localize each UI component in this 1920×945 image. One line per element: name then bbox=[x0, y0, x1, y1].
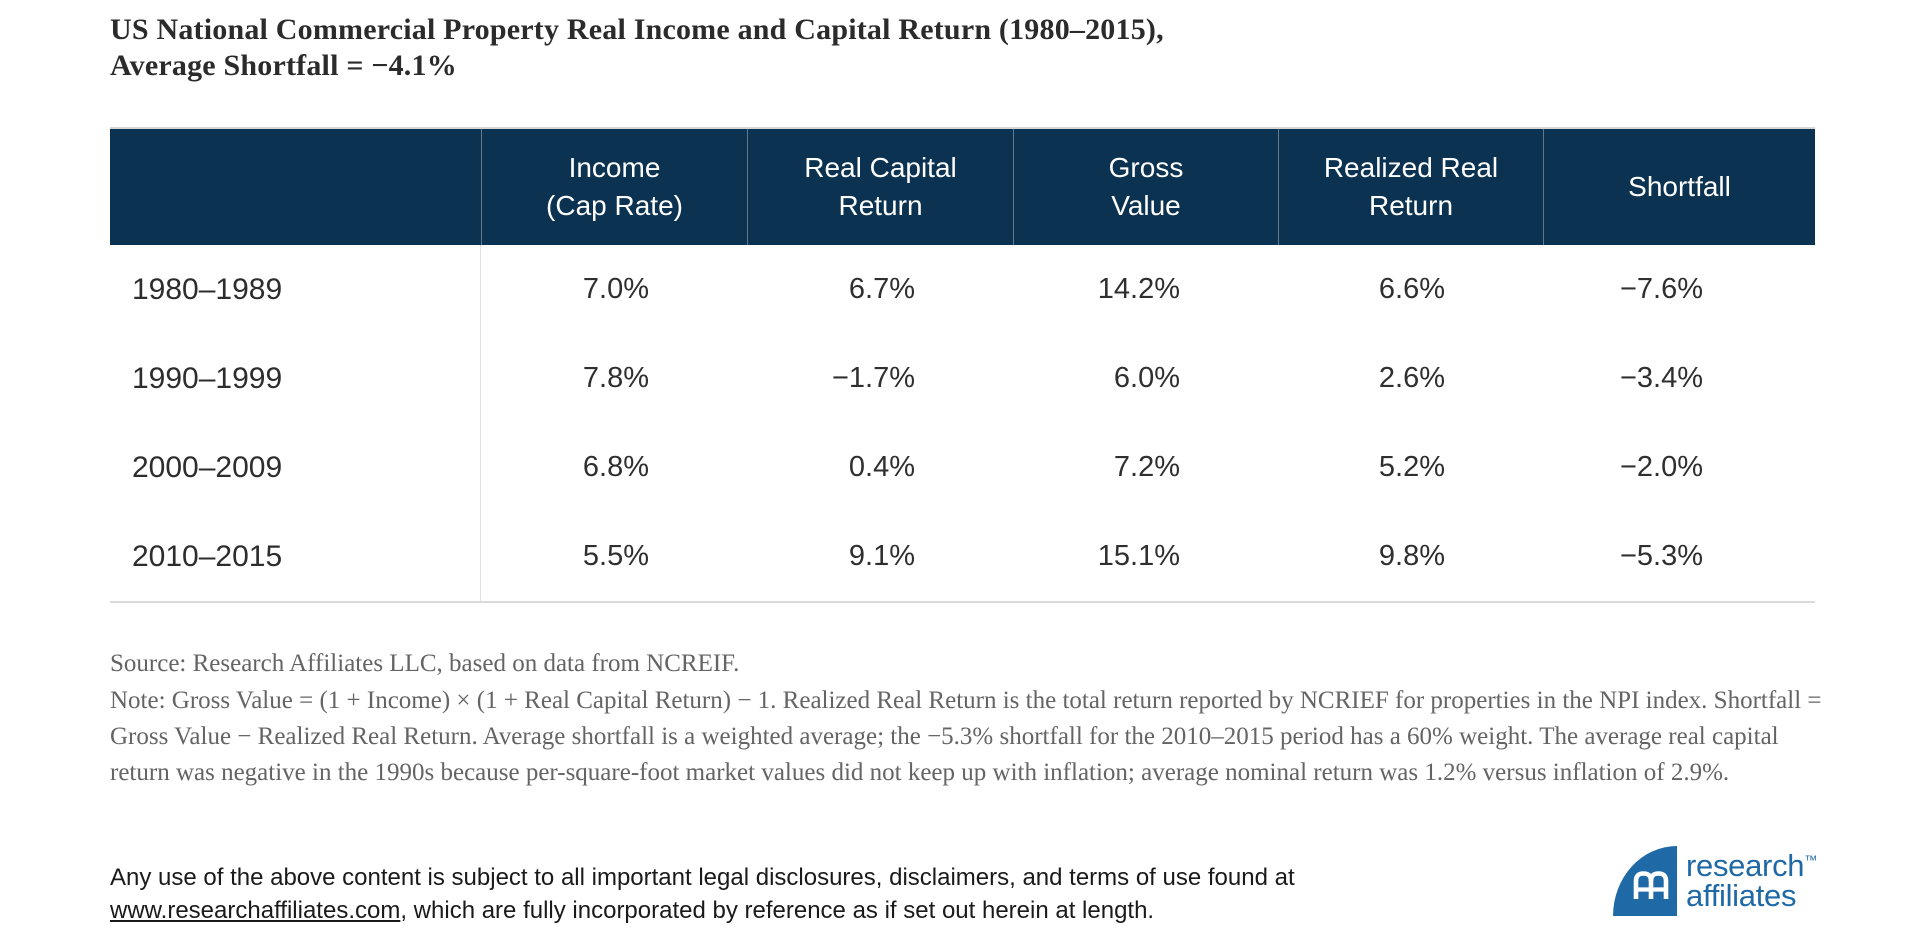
trademark-symbol: ™ bbox=[1804, 852, 1817, 868]
header-cell-realized-real-return: Realized Real Return bbox=[1278, 129, 1543, 245]
cell-real-capital-return-1990s: −1.7% bbox=[831, 362, 915, 394]
header-cell-income-cap-rate: Income (Cap Rate) bbox=[481, 129, 747, 245]
cell-gross-value-2010s: 15.1% bbox=[1097, 540, 1180, 572]
cell-income-2010s: 5.5% bbox=[582, 540, 649, 572]
cell-realized-real-return-2000s: 5.2% bbox=[1378, 451, 1445, 483]
row-label-1990s: 1990–1999 bbox=[110, 334, 481, 423]
table-row-2010s: 2010–2015 5.5% 9.1% 15.1% 9.8% −5.3% bbox=[110, 512, 1815, 601]
header-cell-shortfall: Shortfall bbox=[1543, 129, 1815, 245]
brand-line1: research bbox=[1686, 848, 1805, 883]
legal-link[interactable]: www.researchaffiliates.com bbox=[110, 897, 401, 924]
cell-income-2000s: 6.8% bbox=[582, 451, 649, 483]
cell-real-capital-return-1980s: 6.7% bbox=[848, 273, 915, 305]
header-cell-gross-value: Gross Value bbox=[1013, 129, 1278, 245]
row-label-1980s: 1980–1989 bbox=[110, 245, 481, 334]
cell-shortfall-2010s: −5.3% bbox=[1619, 540, 1703, 572]
cell-realized-real-return-2010s: 9.8% bbox=[1378, 540, 1445, 572]
cell-gross-value-1990s: 6.0% bbox=[1113, 362, 1180, 394]
table-header-row: Income (Cap Rate) Real Capital Return Gr… bbox=[110, 127, 1815, 245]
cell-shortfall-1990s: −3.4% bbox=[1619, 362, 1703, 394]
methodology-note: Note: Gross Value = (1 + Income) × (1 + … bbox=[110, 687, 1822, 786]
cell-income-1990s: 7.8% bbox=[582, 362, 649, 394]
table-row-1990s: 1990–1999 7.8% −1.7% 6.0% 2.6% −3.4% bbox=[110, 334, 1815, 423]
page-title-line1: US National Commercial Property Real Inc… bbox=[110, 13, 1164, 46]
footnotes: Source: Research Affiliates LLC, based o… bbox=[110, 646, 1822, 791]
cell-shortfall-2000s: −2.0% bbox=[1619, 451, 1703, 483]
page-title-line2: Average Shortfall = −4.1% bbox=[110, 49, 457, 82]
cell-real-capital-return-2010s: 9.1% bbox=[848, 540, 915, 572]
table-row-2000s: 2000–2009 6.8% 0.4% 7.2% 5.2% −2.0% bbox=[110, 423, 1815, 512]
brand-line2: affiliates bbox=[1686, 878, 1797, 913]
table-row-1980s: 1980–1989 7.0% 6.7% 14.2% 6.6% −7.6% bbox=[110, 245, 1815, 334]
header-cell-empty bbox=[110, 129, 481, 245]
cell-realized-real-return-1980s: 6.6% bbox=[1378, 273, 1445, 305]
legal-line2-text: , which are fully incorporated by refere… bbox=[400, 897, 1155, 924]
ra-logo-wordmark: research™ affiliates bbox=[1686, 848, 1817, 913]
cell-gross-value-1980s: 14.2% bbox=[1097, 273, 1180, 305]
legal-line2: www.researchaffiliates.com, which are fu… bbox=[110, 894, 1510, 927]
header-cell-real-capital-return: Real Capital Return bbox=[747, 129, 1013, 245]
data-table: Income (Cap Rate) Real Capital Return Gr… bbox=[110, 127, 1815, 603]
cell-income-1980s: 7.0% bbox=[582, 273, 649, 305]
legal-line1: Any use of the above content is subject … bbox=[110, 864, 1295, 891]
row-label-2010s: 2010–2015 bbox=[110, 512, 481, 601]
table-body: 1980–1989 7.0% 6.7% 14.2% 6.6% −7.6% 199… bbox=[110, 245, 1815, 603]
cell-realized-real-return-1990s: 2.6% bbox=[1378, 362, 1445, 394]
cell-gross-value-2000s: 7.2% bbox=[1113, 451, 1180, 483]
cell-shortfall-1980s: −7.6% bbox=[1619, 273, 1703, 305]
cell-real-capital-return-2000s: 0.4% bbox=[848, 451, 915, 483]
legal-disclaimer: Any use of the above content is subject … bbox=[110, 861, 1510, 927]
source-note: Source: Research Affiliates LLC, based o… bbox=[110, 650, 740, 677]
ra-logo-mark bbox=[1613, 846, 1677, 916]
page-title: US National Commercial Property Real Inc… bbox=[110, 12, 1710, 84]
ra-logo: research™ affiliates bbox=[1613, 846, 1817, 916]
row-label-2000s: 2000–2009 bbox=[110, 423, 481, 512]
